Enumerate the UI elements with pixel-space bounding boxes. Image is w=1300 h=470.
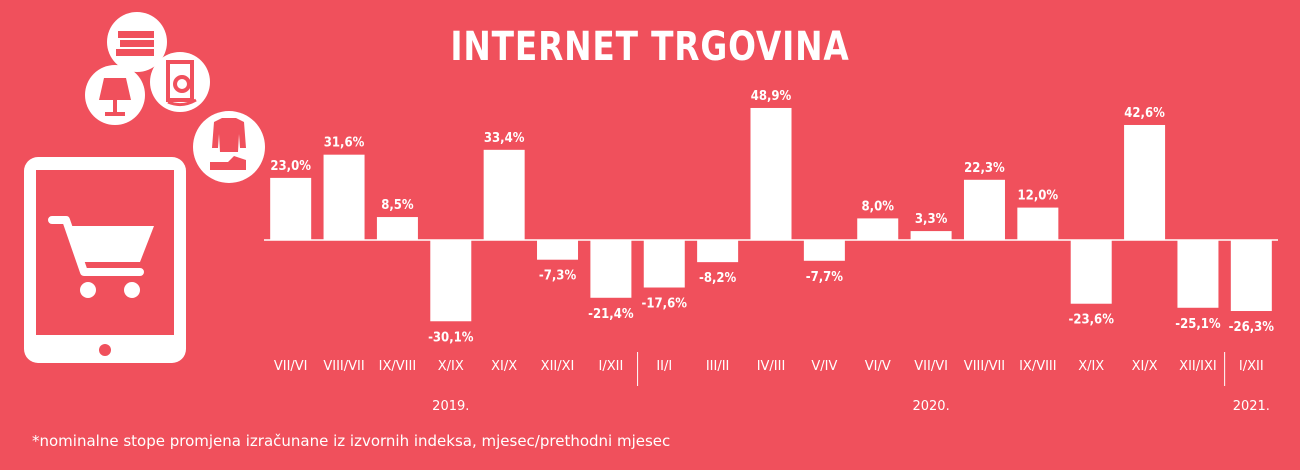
- data-label-9: 48,9%: [751, 89, 792, 104]
- data-label-10: -7,7%: [806, 270, 844, 285]
- data-label-4: 33,4%: [484, 131, 525, 146]
- illustration: [24, 12, 265, 363]
- bar-1: [323, 154, 365, 240]
- tick-label-13: VIII/VII: [964, 359, 1005, 374]
- tick-label-10: V/IV: [811, 359, 837, 374]
- tick-label-11: VI/V: [865, 359, 891, 374]
- lamp-icon: [85, 65, 145, 125]
- bar-2: [376, 217, 418, 240]
- data-label-8: -8,2%: [699, 271, 737, 286]
- data-label-11: 8,0%: [862, 199, 895, 214]
- data-label-16: 42,6%: [1124, 106, 1165, 121]
- data-label-1: 31,6%: [324, 136, 365, 151]
- data-label-12: 3,3%: [915, 212, 948, 227]
- tick-label-2: IX/VIII: [379, 359, 417, 374]
- bar-4: [483, 149, 525, 240]
- bar-9: [750, 107, 792, 240]
- data-label-7: -17,6%: [642, 297, 688, 312]
- tick-label-9: IV/III: [757, 359, 786, 374]
- data-label-5: -7,3%: [539, 269, 577, 284]
- bar-17: [1177, 240, 1219, 308]
- data-label-0: 23,0%: [270, 159, 311, 174]
- bar-15: [1070, 240, 1112, 304]
- bar-3: [430, 240, 472, 322]
- tick-label-12: VII/VI: [914, 359, 948, 374]
- data-label-14: 12,0%: [1018, 189, 1059, 204]
- page-title: INTERNET TRGOVINA: [117, 24, 1183, 70]
- data-label-15: -23,6%: [1068, 313, 1114, 328]
- data-label-13: 22,3%: [964, 161, 1005, 176]
- bar-11: [857, 218, 899, 240]
- tick-label-0: VII/VI: [274, 359, 308, 374]
- books-icon: [107, 12, 167, 72]
- bar-14: [1017, 207, 1059, 240]
- data-label-17: -25,1%: [1175, 317, 1221, 332]
- bar-8: [697, 240, 739, 263]
- tick-label-8: III/II: [706, 359, 730, 374]
- bar-7: [643, 240, 685, 288]
- bar-0: [270, 177, 312, 240]
- tick-label-15: X/IX: [1078, 359, 1104, 374]
- bar-6: [590, 240, 632, 298]
- data-label-2: 8,5%: [381, 198, 414, 213]
- year-label-1: 2020.: [912, 399, 949, 414]
- tick-label-18: I/XII: [1239, 359, 1264, 374]
- tick-label-7: II/I: [656, 359, 672, 374]
- tick-label-14: IX/VIII: [1019, 359, 1057, 374]
- bar-13: [963, 179, 1005, 240]
- data-label-6: -21,4%: [588, 307, 634, 322]
- shopping-cart-icon: [48, 216, 154, 298]
- bar-16: [1124, 124, 1166, 240]
- bar-18: [1230, 240, 1272, 312]
- tick-label-1: VIII/VII: [323, 359, 364, 374]
- year-label-2: 2021.: [1233, 399, 1270, 414]
- data-label-3: -30,1%: [428, 330, 474, 345]
- tick-label-5: XII/XI: [541, 359, 575, 374]
- bar-12: [910, 231, 952, 240]
- bar-5: [537, 240, 579, 260]
- clothes-icon: [193, 111, 265, 183]
- bar-10: [803, 240, 845, 261]
- chart-title: INTERNET TRGOVINA: [450, 24, 850, 70]
- tick-label-6: I/XII: [598, 359, 623, 374]
- data-label-18: -26,3%: [1229, 320, 1275, 335]
- year-label-0: 2019.: [432, 399, 469, 414]
- washing-machine-icon: [150, 52, 210, 112]
- tick-label-4: XI/X: [491, 359, 517, 374]
- footnote: *nominalne stope promjena izračunane iz …: [32, 432, 671, 450]
- tick-label-17: XII/IXI: [1179, 359, 1217, 374]
- tick-label-3: X/IX: [438, 359, 464, 374]
- tick-label-16: XI/X: [1132, 359, 1158, 374]
